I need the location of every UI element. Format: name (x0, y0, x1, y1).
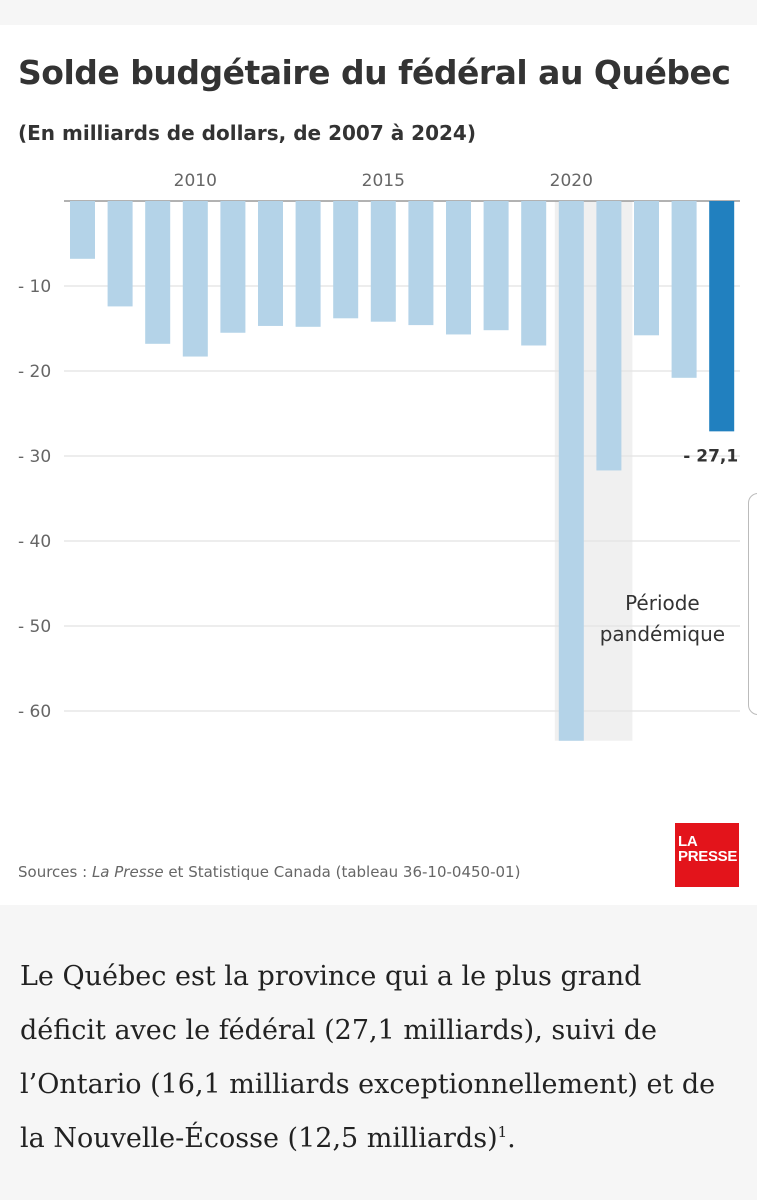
y-tick-label: - 60 (18, 702, 51, 722)
y-tick-label: - 50 (18, 617, 51, 637)
y-tick-label: - 10 (18, 277, 51, 297)
scroll-handle[interactable] (748, 493, 757, 715)
x-tick-label: 2020 (550, 171, 593, 191)
y-tick-label: - 30 (18, 447, 51, 467)
la-presse-logo[interactable]: LA PRESSE (675, 823, 739, 887)
caption-text: Le Québec est la province qui a le plus … (20, 961, 716, 1154)
period-label-line2: pandémique (600, 622, 725, 646)
bar-2013 (295, 201, 321, 327)
caption-end: . (507, 1123, 516, 1154)
logo-line1: LA (678, 833, 698, 850)
bar-2021 (596, 201, 622, 471)
chart-title: Solde budgétaire du fédéral au Québec (18, 53, 731, 92)
y-tick-label: - 20 (18, 362, 51, 382)
source-prefix: Sources : (18, 863, 92, 881)
source-note: Sources : La Presse et Statistique Canad… (18, 863, 520, 881)
x-tick-label: 2010 (174, 171, 217, 191)
bar-2019 (521, 201, 547, 346)
bar-2010 (182, 201, 208, 357)
value-label-2024: - 27,1 (683, 446, 738, 466)
bar-2015 (370, 201, 396, 322)
bar-2024 (709, 201, 735, 432)
source-publication: La Presse (91, 863, 164, 881)
chart-card: Solde budgétaire du fédéral au Québec (E… (0, 25, 757, 905)
bar-2018 (483, 201, 509, 331)
bar-2012 (258, 201, 283, 326)
bar-2017 (446, 201, 471, 335)
bar-2020 (558, 201, 584, 741)
x-tick-label: 2015 (362, 171, 405, 191)
y-tick-label: - 40 (18, 532, 51, 552)
bar-2007 (70, 201, 95, 259)
bar-chart: - 10 - 20 - 30 - 40 - 50 - 60 2010 2015 2020 - 27… (18, 171, 740, 741)
source-rest: et Statistique Canada (tableau 36-10-045… (163, 863, 521, 881)
footnote-marker[interactable]: 1 (497, 1123, 508, 1141)
bar-2008 (107, 201, 133, 307)
period-label-line1: Période (625, 591, 700, 615)
bar-2022 (634, 201, 659, 336)
bar-2011 (220, 201, 246, 333)
bar-2014 (333, 201, 359, 319)
bar-2009 (145, 201, 171, 344)
logo-line2: PRESSE (678, 848, 738, 865)
bar-2016 (408, 201, 434, 326)
chart-subtitle: (En milliards de dollars, de 2007 à 2024… (18, 121, 476, 145)
bar-2023 (671, 201, 697, 378)
article-caption: Le Québec est la province qui a le plus … (20, 950, 720, 1166)
